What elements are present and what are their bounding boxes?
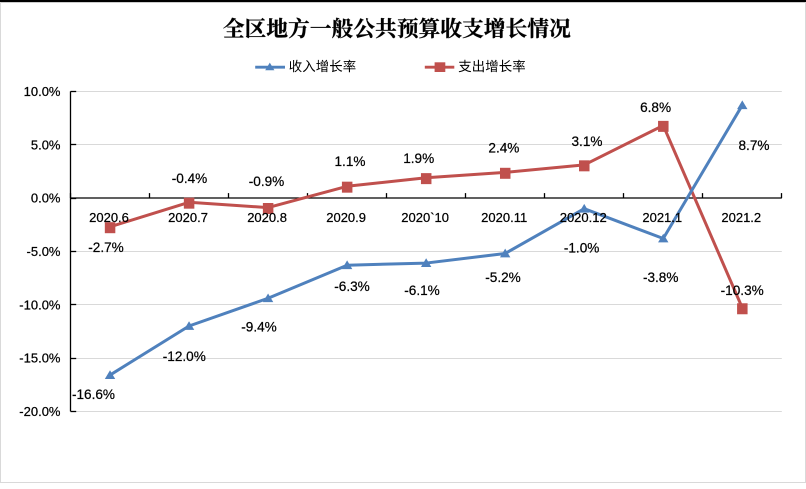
svg-text:8.7%: 8.7% xyxy=(739,138,770,153)
svg-text:2020.9: 2020.9 xyxy=(326,210,366,225)
svg-text:-5.0%: -5.0% xyxy=(27,244,61,259)
svg-text:-0.9%: -0.9% xyxy=(249,174,285,189)
svg-text:-16.6%: -16.6% xyxy=(72,387,115,402)
svg-text:6.8%: 6.8% xyxy=(640,100,671,115)
svg-text:-15.0%: -15.0% xyxy=(19,351,61,366)
svg-text:2021.2: 2021.2 xyxy=(721,210,761,225)
svg-text:-20.0%: -20.0% xyxy=(19,404,61,419)
svg-text:2.4%: 2.4% xyxy=(488,140,519,155)
svg-text:2020.6: 2020.6 xyxy=(89,210,129,225)
svg-text:-3.8%: -3.8% xyxy=(643,270,679,285)
svg-text:2020.7: 2020.7 xyxy=(168,210,208,225)
svg-text:2020.8: 2020.8 xyxy=(247,210,287,225)
svg-text:-10.0%: -10.0% xyxy=(19,297,61,312)
svg-text:-6.1%: -6.1% xyxy=(404,283,440,298)
svg-text:3.1%: 3.1% xyxy=(572,134,603,149)
svg-text:10.0%: 10.0% xyxy=(24,84,61,99)
svg-text:2020`10: 2020`10 xyxy=(401,210,449,225)
svg-text:2020.11: 2020.11 xyxy=(481,210,527,225)
svg-text:-6.3%: -6.3% xyxy=(334,279,370,294)
svg-text:0.0%: 0.0% xyxy=(31,191,61,206)
svg-text:2020.12: 2020.12 xyxy=(560,210,607,225)
svg-text:1.1%: 1.1% xyxy=(335,154,366,169)
svg-text:5.0%: 5.0% xyxy=(31,137,61,152)
svg-text:1.9%: 1.9% xyxy=(403,151,434,166)
svg-text:-2.7%: -2.7% xyxy=(88,240,124,255)
svg-text:-0.4%: -0.4% xyxy=(172,171,208,186)
svg-text:2021.1: 2021.1 xyxy=(642,210,682,225)
svg-text:-5.2%: -5.2% xyxy=(485,270,521,285)
svg-text:-12.0%: -12.0% xyxy=(163,349,206,364)
svg-text:-10.3%: -10.3% xyxy=(721,283,764,298)
svg-text:-1.0%: -1.0% xyxy=(564,240,600,255)
svg-text:-9.4%: -9.4% xyxy=(241,319,277,334)
